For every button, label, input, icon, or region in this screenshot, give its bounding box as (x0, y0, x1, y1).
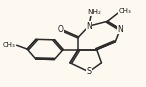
Text: CH₃: CH₃ (2, 42, 15, 48)
Text: S: S (86, 67, 91, 76)
Text: O: O (57, 25, 63, 34)
Text: NH₂: NH₂ (88, 9, 101, 15)
Text: N: N (117, 25, 123, 34)
Text: N: N (86, 22, 92, 31)
Text: CH₃: CH₃ (119, 8, 132, 14)
